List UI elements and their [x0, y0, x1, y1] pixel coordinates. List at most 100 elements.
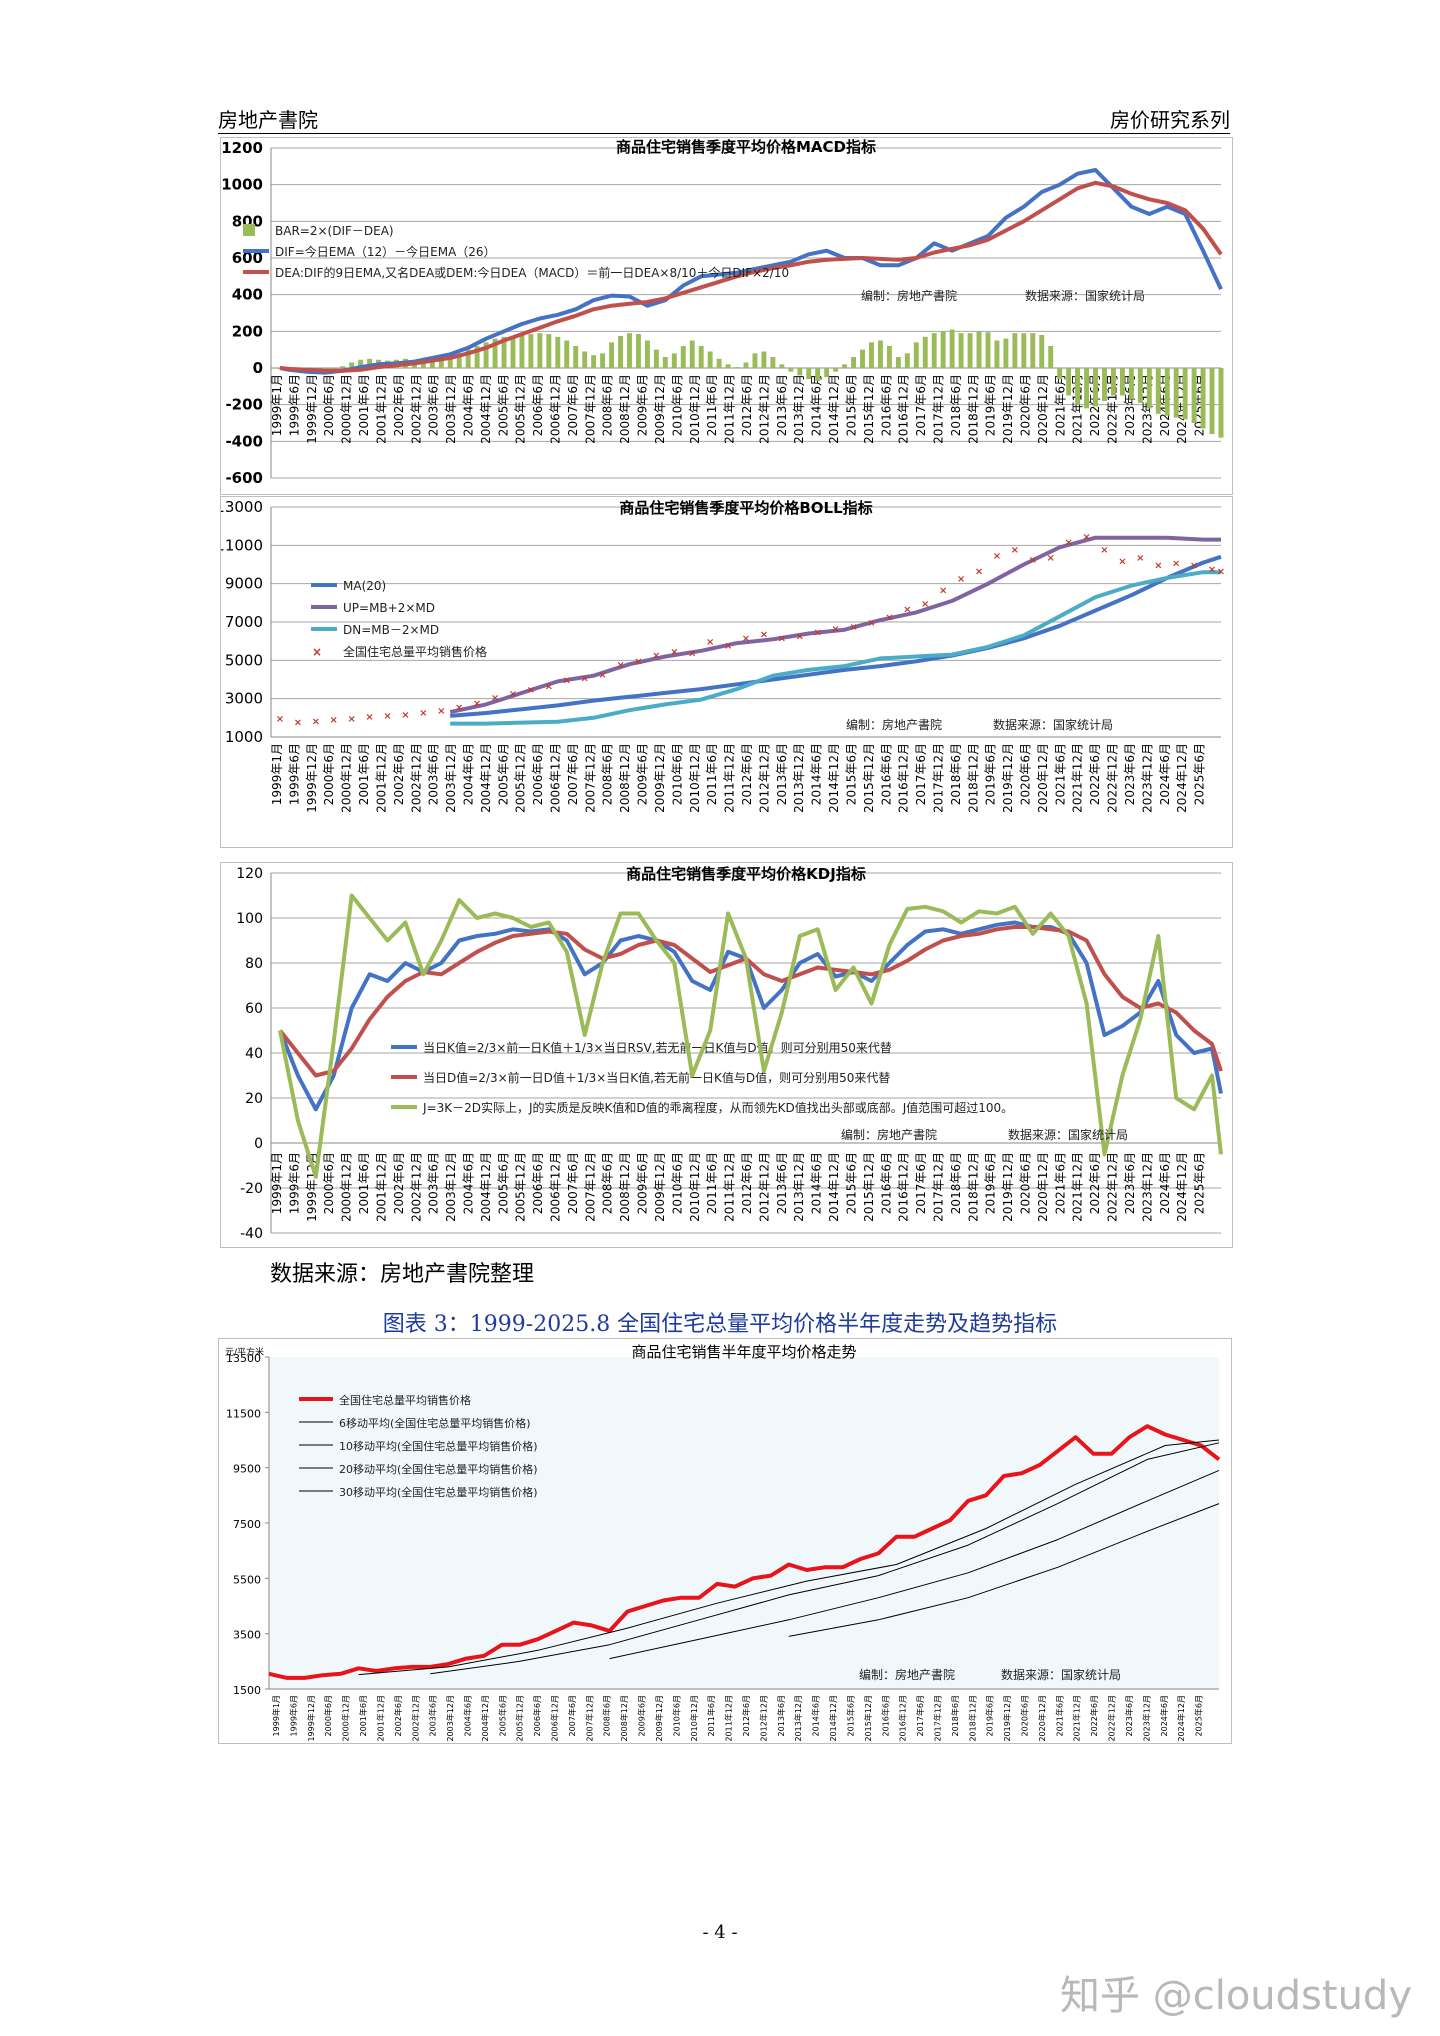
- x-tick-label: 2024年12月: [1175, 1152, 1189, 1222]
- x-tick-label: 2004年6月: [461, 743, 475, 805]
- chart-title: 商品住宅销售季度平均价格MACD指标: [616, 138, 876, 156]
- scatter-point: ×: [1136, 553, 1144, 564]
- x-tick-label: 2011年6月: [705, 1152, 719, 1214]
- legend-label: 全国住宅总量平均销售价格: [339, 1393, 471, 1407]
- scatter-point: ×: [1190, 561, 1198, 572]
- legend-label: 10移动平均(全国住宅总量平均销售价格): [339, 1439, 538, 1453]
- y-tick-label: 1000: [225, 728, 263, 746]
- bar: [635, 334, 641, 368]
- bar: [752, 353, 758, 368]
- x-tick-label: 2019年6月: [984, 743, 998, 805]
- x-tick-label: 2008年12月: [618, 743, 632, 813]
- x-tick-label: 2008年12月: [619, 1695, 629, 1742]
- y-tick-label: 60: [245, 1001, 263, 1017]
- bar: [985, 332, 991, 368]
- scatter-point: ×: [975, 566, 983, 577]
- x-tick-label: 2003年6月: [427, 374, 441, 436]
- x-tick-label: 2004年12月: [480, 1695, 490, 1742]
- scatter-point: ×: [1082, 532, 1090, 543]
- bar: [725, 364, 731, 368]
- y-tick-label: -40: [240, 1226, 263, 1242]
- y-tick-label: 11500: [226, 1407, 261, 1420]
- x-tick-label: 2011年12月: [723, 743, 737, 813]
- x-tick-label: 2000年6月: [323, 1695, 333, 1736]
- x-tick-label: 2012年12月: [757, 1152, 771, 1222]
- x-tick-label: 2022年12月: [1107, 1695, 1117, 1742]
- x-tick-label: 2018年6月: [949, 1152, 963, 1214]
- x-tick-label: 2014年12月: [827, 374, 841, 444]
- x-tick-label: 2021年6月: [1053, 743, 1067, 805]
- x-tick-label: 2018年6月: [950, 1695, 960, 1736]
- y-tick-label: 80: [245, 956, 263, 972]
- x-tick-label: 2010年12月: [688, 1152, 702, 1222]
- x-tick-label: 2006年12月: [549, 1152, 563, 1222]
- x-tick-label: 2003年12月: [444, 743, 458, 813]
- chart-annotation: 编制：房地产書院: [859, 1667, 955, 1682]
- x-tick-label: 2011年6月: [705, 743, 719, 805]
- x-tick-label: 2011年6月: [706, 1695, 716, 1736]
- bar: [698, 346, 704, 368]
- x-tick-label: 2017年6月: [914, 743, 928, 805]
- scatter-point: ×: [939, 585, 947, 596]
- bar: [483, 342, 489, 368]
- x-tick-label: 2015年6月: [844, 1152, 858, 1214]
- scatter-point: ×: [921, 599, 929, 610]
- x-tick-label: 2020年6月: [1019, 1152, 1033, 1214]
- x-tick-label: 2025年6月: [1194, 1695, 1204, 1736]
- bar: [528, 334, 534, 368]
- bar: [1039, 335, 1045, 368]
- x-tick-label: 2003年6月: [427, 1152, 441, 1214]
- x-tick-label: 2006年12月: [549, 374, 563, 444]
- x-tick-label: 2022年12月: [1106, 374, 1120, 444]
- x-tick-label: 2021年12月: [1071, 1152, 1085, 1222]
- bar: [976, 331, 982, 368]
- watermark: 知乎 @cloudstudy: [1060, 1973, 1412, 2019]
- x-tick-label: 2000年6月: [322, 743, 336, 805]
- scatter-point: ×: [276, 714, 284, 725]
- x-tick-label: 2023年12月: [1141, 1695, 1151, 1742]
- y-tick-label: 3000: [225, 690, 263, 708]
- x-tick-label: 2002年12月: [409, 1152, 423, 1222]
- x-tick-label: 2019年12月: [1001, 743, 1015, 813]
- x-tick-label: 2005年12月: [514, 743, 528, 813]
- series-line: [268, 1424, 1221, 1680]
- x-tick-label: 2013年6月: [775, 1152, 789, 1214]
- source-note: 数据来源：房地产書院整理: [270, 1262, 535, 1287]
- x-tick-label: 2025年6月: [1193, 1152, 1207, 1214]
- y-tick-label: 600: [232, 249, 263, 267]
- scatter-point: ×: [383, 711, 391, 722]
- x-tick-label: 2006年12月: [550, 1695, 560, 1742]
- bar: [1119, 368, 1125, 396]
- chart-annotation: 编制：房地产書院: [846, 717, 942, 732]
- legend-swatch: ×: [312, 645, 322, 659]
- y-tick-label: -20: [240, 1181, 263, 1197]
- x-tick-label: 2007年12月: [583, 743, 597, 813]
- x-tick-label: 2023年6月: [1123, 743, 1137, 805]
- y-tick-label: 7500: [233, 1518, 261, 1531]
- y-tick-label: 1000: [221, 176, 263, 194]
- scatter-point: ×: [652, 651, 660, 662]
- y-tick-label: 120: [236, 866, 263, 882]
- bar: [1084, 368, 1090, 409]
- x-tick-label: 2003年12月: [444, 1152, 458, 1222]
- bar: [931, 333, 937, 368]
- legend-label: 6移动平均(全国住宅总量平均销售价格): [339, 1416, 531, 1430]
- chart-annotation: 数据来源：国家统计局: [1001, 1667, 1121, 1682]
- x-tick-label: 2007年6月: [567, 1695, 577, 1736]
- bar: [913, 342, 919, 368]
- x-tick-label: 2000年12月: [341, 1695, 351, 1742]
- x-tick-label: 2019年12月: [1002, 1695, 1012, 1742]
- x-tick-label: 2005年6月: [496, 1152, 510, 1214]
- y-tick-label: 400: [232, 286, 263, 304]
- bar: [1110, 368, 1116, 396]
- x-tick-label: 2020年12月: [1036, 374, 1050, 444]
- x-tick-label: 2018年12月: [967, 1695, 977, 1742]
- x-tick-label: 2021年12月: [1071, 743, 1085, 813]
- x-tick-label: 2015年12月: [862, 1152, 876, 1222]
- legend-label: 全国住宅总量平均销售价格: [343, 644, 487, 659]
- x-tick-label: 2004年6月: [461, 1152, 475, 1214]
- x-tick-label: 1999年12月: [305, 374, 319, 444]
- x-tick-label: 2020年12月: [1036, 1152, 1050, 1222]
- series-line: [449, 535, 1221, 715]
